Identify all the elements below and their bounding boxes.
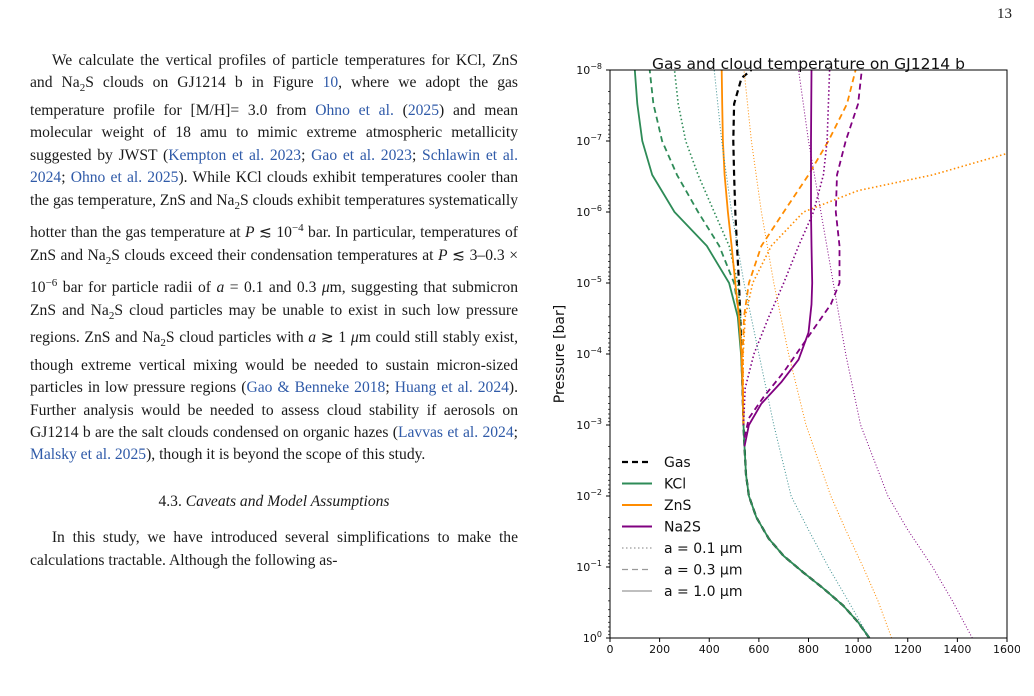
text-run: 2 xyxy=(108,309,115,322)
text-run: ), though it is beyond the scope of this… xyxy=(146,446,426,464)
y-tick-label: 10−3 xyxy=(576,417,602,432)
text-run: 2 xyxy=(79,82,86,95)
text-run: μ xyxy=(350,329,359,347)
text-run: = 0.1 and 0.3 xyxy=(224,279,322,297)
text-run: ; xyxy=(385,379,395,397)
text-run: P xyxy=(438,246,448,264)
paragraph-results: We calculate the vertical profiles of pa… xyxy=(30,50,518,467)
legend-label: a = 0.1 μm xyxy=(664,541,742,557)
text-run: ≲ 3–0.3 × 10 xyxy=(30,246,518,297)
text-run: ≲ 10 xyxy=(254,224,292,242)
series-line xyxy=(673,70,743,355)
x-tick-label: 200 xyxy=(649,643,670,656)
y-tick-label: 100 xyxy=(583,630,602,645)
citation-link[interactable]: 10 xyxy=(322,74,339,92)
x-tick-label: 1200 xyxy=(894,643,922,656)
body-text: We calculate the vertical profiles of pa… xyxy=(30,50,518,572)
citation-link[interactable]: Gao & Benneke 2018 xyxy=(246,379,386,397)
citation-link[interactable]: Kempton et al. 2023 xyxy=(168,146,302,164)
chart-svg: Gas and cloud temperature on GJ1214 b 0 20… xyxy=(552,55,1021,674)
paragraph-caveats: In this study, we have introduced severa… xyxy=(30,529,518,569)
y-tick-label: 10−5 xyxy=(576,275,602,290)
series-line xyxy=(743,70,893,638)
text-run: ≳ 1 xyxy=(316,329,351,347)
series-line xyxy=(743,70,814,447)
x-tick-label: 600 xyxy=(748,643,769,656)
series-line xyxy=(798,70,973,638)
text-run: μ xyxy=(321,279,330,297)
citation-link[interactable]: Schlawin et al. 2024 xyxy=(30,146,518,187)
legend-label: Gas xyxy=(664,455,691,471)
x-tick-label: 0 xyxy=(607,643,614,656)
legend-label: KCl xyxy=(664,477,686,493)
citation-link[interactable]: Ohno et al. xyxy=(315,101,394,119)
text-run: bar for particle radii of xyxy=(57,279,217,297)
text-run: We calculate the vertical profiles of pa… xyxy=(30,52,518,92)
text-run: ). While KCl clouds exhibit temperatures… xyxy=(30,169,518,209)
text-run: ). Further analysis would be needed to a… xyxy=(30,379,519,442)
text-run: ; xyxy=(61,169,71,187)
y-tick-label: 10−4 xyxy=(576,346,602,361)
x-tick-label: 400 xyxy=(699,643,720,656)
section-number: 4.3. xyxy=(158,492,182,510)
y-tick-label: 10−6 xyxy=(576,204,602,219)
legend-label: ZnS xyxy=(664,498,691,514)
text-run: S cloud particles may be unable to exist… xyxy=(30,301,518,347)
text-run: 2 xyxy=(160,337,166,350)
x-tick-label: 1000 xyxy=(844,643,872,656)
text-run: S cloud particles with xyxy=(165,329,309,347)
section-heading: 4.3. Caveats and Model Assumptions xyxy=(30,491,518,513)
y-tick-label: 10−7 xyxy=(576,133,602,148)
text-run: ( xyxy=(393,101,408,119)
text-run: a xyxy=(216,279,225,297)
chart-title: Gas and cloud temperature on GJ1214 b xyxy=(652,58,965,73)
legend-label: a = 1.0 μm xyxy=(664,584,742,600)
series-line xyxy=(648,70,743,355)
text-run: P xyxy=(245,224,255,242)
text-run: , where we adopt the gas temperature pro… xyxy=(30,74,518,119)
text-run: a xyxy=(308,329,317,347)
series-line xyxy=(741,70,857,426)
text-run: ; xyxy=(411,146,423,164)
y-tick-label: 10−8 xyxy=(576,62,602,77)
text-run: 2 xyxy=(105,254,112,267)
text-run: ; xyxy=(513,424,518,442)
text-run: m could still stably exist, though extre… xyxy=(30,329,518,397)
text-run: 2 xyxy=(234,199,240,212)
text-run: ; xyxy=(301,146,312,164)
legend-label: Na2S xyxy=(664,520,701,536)
text-run: −6 xyxy=(45,277,58,290)
y-tick-label: 10−1 xyxy=(576,559,602,574)
series-line xyxy=(743,70,863,438)
text-run: ) and mean molecular weight of 18 amu to… xyxy=(30,101,519,164)
text-run: bar. In particular, temperatures of ZnS … xyxy=(30,224,518,264)
citation-link[interactable]: Ohno et al. 2025 xyxy=(70,169,179,187)
text-run: S clouds on GJ1214 b in Figure xyxy=(85,74,323,92)
x-tick-label: 800 xyxy=(798,643,819,656)
figure: Gas and cloud temperature on GJ1214 b 0 20… xyxy=(530,55,1021,674)
text-run: S clouds exceed their condensation tempe… xyxy=(111,246,439,264)
citation-link[interactable]: Huang et al. 2024 xyxy=(394,379,509,397)
citation-link[interactable]: Malsky et al. 2025 xyxy=(30,446,147,464)
text-run: m, suggesting that submicron ZnS and Na xyxy=(30,279,518,319)
citation-link[interactable]: Lavvas et al. 2024 xyxy=(397,424,514,442)
x-tick-label: 1600 xyxy=(993,643,1020,656)
text-run: S clouds exhibit temperatures systematic… xyxy=(30,191,518,242)
legend-label: a = 0.3 μm xyxy=(664,563,742,579)
citation-link[interactable]: Gao et al. 2023 xyxy=(311,146,412,164)
page-number: 13 xyxy=(997,6,1012,22)
series-line xyxy=(720,70,745,426)
section-title: Caveats and Model Assumptions xyxy=(185,492,390,510)
x-tick-label: 1400 xyxy=(943,643,971,656)
series-line xyxy=(742,70,831,426)
series-line xyxy=(742,152,1007,426)
y-axis-label: Pressure [bar] xyxy=(552,305,568,403)
y-tick-label: 10−2 xyxy=(576,488,602,503)
citation-link[interactable]: 2025 xyxy=(407,101,439,119)
text-run: −4 xyxy=(291,222,304,235)
